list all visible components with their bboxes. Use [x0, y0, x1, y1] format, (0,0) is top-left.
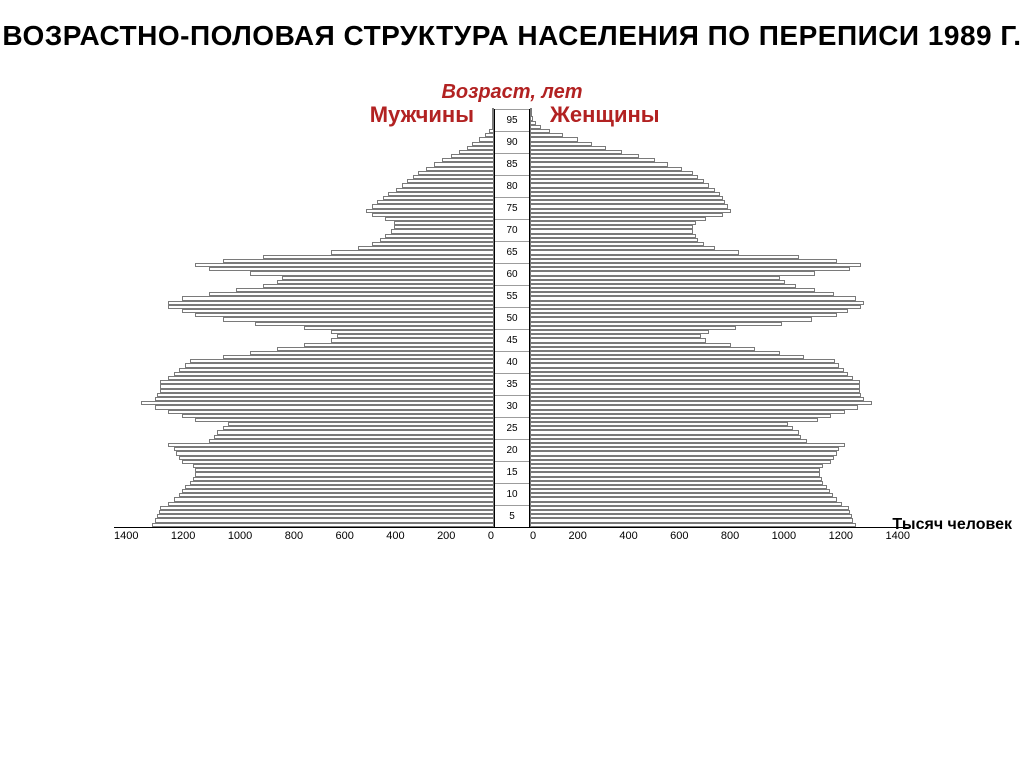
x-tick: 0 — [530, 530, 536, 542]
age-tick: 80 — [495, 175, 529, 197]
x-tick: 400 — [386, 530, 404, 542]
female-side: Женщины — [530, 108, 910, 528]
x-axis: 1400120010008006004002000 02004006008001… — [72, 530, 952, 542]
age-axis-label: Возраст, лет — [0, 81, 1024, 104]
x-tick: 400 — [619, 530, 637, 542]
age-tick: 10 — [495, 483, 529, 505]
age-tick: 45 — [495, 329, 529, 351]
page-title: ВОЗРАСТНО-ПОЛОВАЯ СТРУКТУРА НАСЕЛЕНИЯ ПО… — [0, 18, 1024, 53]
age-tick: 85 — [495, 153, 529, 175]
age-axis: 9590858075706560555045403530252015105 — [494, 109, 530, 528]
x-tick: 600 — [670, 530, 688, 542]
age-tick: 70 — [495, 219, 529, 241]
x-tick: 200 — [437, 530, 455, 542]
x-tick: 1200 — [829, 530, 853, 542]
male-bar — [152, 523, 494, 527]
x-axis-left-labels: 1400120010008006004002000 — [114, 530, 494, 542]
x-tick: 1200 — [171, 530, 195, 542]
male-bars — [114, 108, 494, 528]
x-tick: 1000 — [228, 530, 252, 542]
female-bar — [530, 523, 856, 527]
female-label: Женщины — [550, 102, 660, 128]
x-tick: 600 — [336, 530, 354, 542]
male-side: Мужчины — [114, 108, 494, 528]
x-tick: 800 — [285, 530, 303, 542]
x-tick: 800 — [721, 530, 739, 542]
x-tick: 1000 — [772, 530, 796, 542]
age-tick: 30 — [495, 395, 529, 417]
age-tick: 50 — [495, 307, 529, 329]
x-axis-right-labels: 0200400600800100012001400 — [530, 530, 910, 542]
x-tick: 1400 — [114, 530, 138, 542]
age-tick: 75 — [495, 197, 529, 219]
age-tick: 35 — [495, 373, 529, 395]
age-tick: 95 — [495, 109, 529, 131]
male-label: Мужчины — [370, 102, 474, 128]
female-bars — [530, 108, 910, 528]
age-tick: 60 — [495, 263, 529, 285]
x-tick: 200 — [569, 530, 587, 542]
age-tick: 65 — [495, 241, 529, 263]
age-tick: 55 — [495, 285, 529, 307]
unit-label: Тысяч человек — [892, 516, 1012, 534]
age-tick: 20 — [495, 439, 529, 461]
age-tick: 25 — [495, 417, 529, 439]
age-tick: 5 — [495, 505, 529, 527]
age-tick: 15 — [495, 461, 529, 483]
age-tick: 90 — [495, 131, 529, 153]
population-pyramid: Мужчины 95908580757065605550454035302520… — [72, 108, 952, 542]
age-tick: 40 — [495, 351, 529, 373]
